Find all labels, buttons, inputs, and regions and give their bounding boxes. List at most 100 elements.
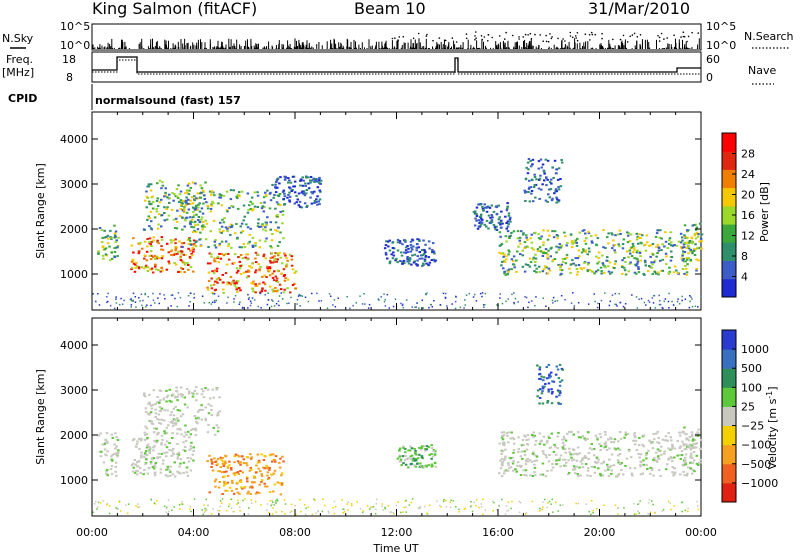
scatter-cell [272, 196, 275, 199]
noise-cell [520, 501, 522, 504]
scatter-cell [590, 465, 594, 468]
scatter-cell [276, 230, 279, 233]
scatter-cell [502, 444, 506, 447]
scatter-cell [153, 474, 157, 477]
scatter-cell [537, 160, 541, 163]
scatter-cell [523, 270, 527, 273]
nsearch-dot [518, 36, 520, 38]
scatter-cell [187, 247, 190, 250]
noise-cell [401, 304, 404, 307]
scatter-cell [268, 274, 272, 277]
scatter-cell [152, 236, 156, 239]
noise-cell [449, 501, 451, 504]
noise-cell [452, 500, 455, 502]
scatter-cell [116, 255, 119, 257]
scatter-cell [584, 249, 588, 252]
scatter-cell [480, 222, 483, 225]
scatter-cell [137, 266, 141, 269]
beam-title: Beam 10 [354, 0, 426, 18]
scatter-cell [599, 266, 603, 269]
scatter-cell [416, 457, 420, 460]
scatter-cell [649, 255, 652, 258]
noise-cell [168, 510, 170, 513]
scatter-cell [548, 437, 551, 439]
scatter-cell [160, 238, 164, 241]
scatter-cell [220, 194, 223, 197]
noise-cell [100, 502, 102, 504]
scatter-cell [258, 269, 261, 272]
scatter-cell [231, 281, 234, 284]
noise-cell [129, 298, 132, 301]
scatter-cell [575, 244, 579, 247]
noise-cell [513, 302, 515, 304]
scatter-cell [289, 187, 292, 190]
scatter-cell [189, 469, 193, 472]
noise-cell [190, 510, 192, 513]
scatter-cell [304, 184, 307, 187]
scatter-cell [307, 182, 310, 185]
scatter-cell [184, 439, 188, 442]
nsearch-dot [682, 35, 685, 38]
scatter-cell [486, 206, 489, 208]
scatter-cell [208, 397, 212, 400]
scatter-cell [539, 378, 543, 381]
scatter-cell [156, 396, 159, 399]
noise-cell [616, 305, 618, 307]
scatter-cell [612, 464, 616, 467]
scatter-cell [596, 237, 600, 240]
scatter-cell [559, 402, 562, 405]
scatter-cell [226, 465, 230, 468]
scatter-cell [189, 202, 192, 205]
scatter-cell [228, 460, 231, 463]
noise-cell [440, 506, 442, 508]
scatter-cell [285, 265, 288, 268]
noise-cell [333, 512, 336, 515]
scatter-cell [393, 247, 396, 250]
nsearch-dot [480, 35, 483, 37]
scatter-cell [621, 266, 624, 268]
scatter-cell [656, 441, 659, 444]
scatter-cell [576, 270, 580, 273]
scatter-cell [633, 248, 636, 251]
scatter-cell [422, 445, 426, 448]
scatter-cell [569, 271, 572, 274]
scatter-cell [210, 277, 213, 280]
scatter-cell [611, 247, 614, 250]
scatter-cell [227, 258, 231, 261]
scatter-cell [608, 458, 611, 461]
scatter-cell [316, 203, 319, 206]
noise-cell [681, 299, 683, 302]
scatter-cell [684, 267, 688, 270]
noise-cell [277, 300, 280, 302]
scatter-cell [231, 224, 234, 227]
scatter-cell [423, 260, 427, 262]
scatter-cell [404, 239, 407, 242]
nsearch-tick-bottom: 10^0 [706, 39, 736, 52]
scatter-cell [257, 467, 260, 470]
noise-cell [631, 294, 633, 296]
scatter-cell [135, 265, 139, 268]
scatter-cell [532, 186, 536, 188]
scatter-cell [104, 247, 108, 250]
scatter-cell [201, 212, 205, 215]
scatter-cell [191, 453, 194, 456]
scatter-cell [628, 262, 632, 265]
scatter-cell [180, 395, 183, 398]
scatter-cell [697, 428, 700, 431]
scatter-cell [500, 475, 504, 478]
scatter-cell [188, 239, 192, 242]
scatter-cell [431, 251, 434, 254]
scatter-cell [150, 404, 153, 407]
noise-cell [690, 296, 692, 298]
scatter-cell [158, 406, 162, 408]
scatter-cell [266, 471, 270, 474]
scatter-cell [521, 249, 524, 252]
scatter-cell [154, 268, 158, 271]
scatter-cell [564, 262, 568, 265]
scatter-cell [418, 257, 421, 260]
scatter-cell [642, 463, 645, 466]
scatter-cell [132, 438, 136, 441]
scatter-cell [187, 208, 191, 211]
scatter-cell [184, 253, 187, 256]
scatter-cell [172, 407, 176, 410]
